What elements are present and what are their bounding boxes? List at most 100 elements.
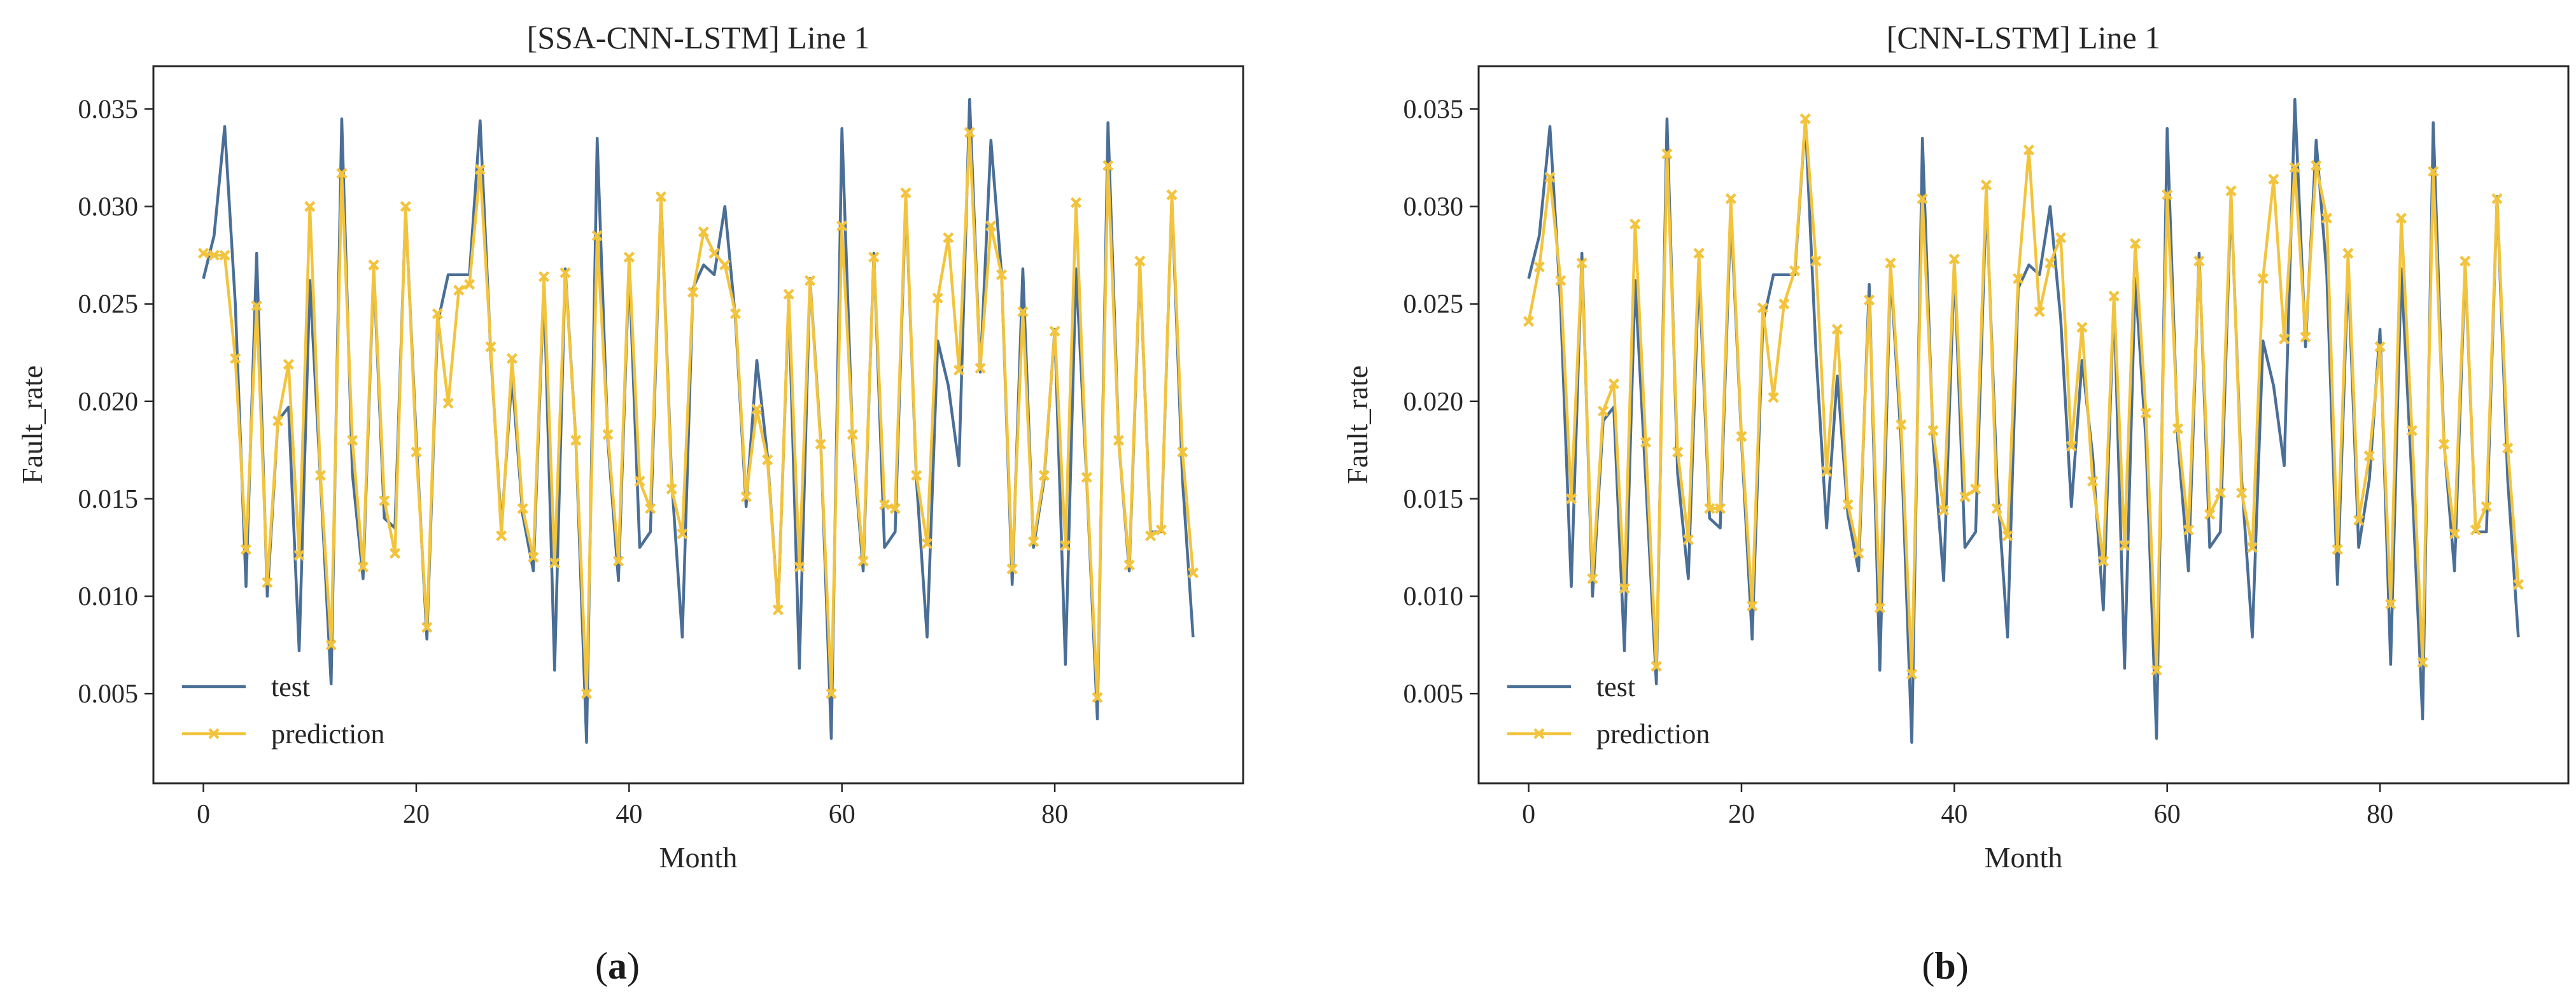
- y-tick-label: 0.030: [1404, 193, 1464, 222]
- data-point-prediction: [687, 286, 699, 298]
- data-point-prediction: [2140, 407, 2151, 419]
- x-tick-label: 80: [2367, 800, 2393, 829]
- y-tick-label: 0.035: [1404, 95, 1464, 124]
- data-point-prediction: [783, 288, 794, 300]
- data-point-prediction: [1896, 419, 1907, 431]
- x-tick-label: 0: [197, 800, 210, 829]
- data-point-prediction: [1587, 573, 1598, 585]
- data-point-prediction: [2406, 425, 2418, 437]
- data-point-prediction: [2055, 232, 2067, 244]
- data-point-prediction: [1619, 583, 1630, 594]
- data-point-prediction: [1725, 193, 1736, 204]
- data-point-prediction: [2385, 598, 2397, 610]
- data-point-prediction: [2374, 341, 2386, 353]
- data-point-prediction: [1187, 567, 1199, 578]
- data-point-prediction: [911, 470, 922, 481]
- data-point-prediction: [836, 220, 848, 232]
- y-tick-label: 0.005: [1404, 680, 1464, 709]
- data-point-prediction: [1799, 113, 1811, 125]
- x-tick-label: 40: [616, 800, 642, 829]
- data-point-prediction: [1092, 692, 1103, 703]
- data-point-prediction: [2289, 162, 2300, 173]
- legend-label-prediction: prediction: [271, 718, 384, 750]
- data-point-prediction: [2481, 501, 2492, 512]
- data-point-prediction: [815, 438, 826, 450]
- chart-b: [CNN-LSTM] Line 1 0.005 0.010 0.015 0.020 0.0…: [1341, 20, 2570, 987]
- data-point-prediction: [1166, 189, 1178, 200]
- data-point-prediction: [1863, 294, 1875, 306]
- data-point-prediction: [1831, 323, 1843, 335]
- data-point-prediction: [1144, 530, 1157, 541]
- y-axis-label: Fault_rate: [1341, 365, 1374, 484]
- data-point-prediction: [889, 503, 901, 514]
- chart-a: [SSA-CNN-LSTM] Line 1 0.005 0.010 0.015 0.02…: [16, 20, 1244, 987]
- x-tick-label: 60: [2154, 800, 2181, 829]
- data-point-prediction: [719, 259, 731, 270]
- data-point-prediction: [847, 429, 859, 440]
- y-tick-label: 0.010: [78, 582, 139, 611]
- data-point-prediction: [1070, 197, 1082, 208]
- chart-title: [SSA-CNN-LSTM] Line 1: [527, 20, 870, 55]
- data-point-prediction: [208, 249, 220, 261]
- data-point-prediction: [943, 232, 954, 244]
- data-point-prediction: [2034, 306, 2045, 318]
- data-point-prediction: [1970, 483, 1981, 495]
- data-point-prediction: [2257, 273, 2269, 284]
- data-point-prediction: [1598, 405, 1609, 417]
- data-point-prediction: [1113, 435, 1124, 446]
- data-point-prediction: [549, 557, 560, 569]
- data-point-prediction: [826, 688, 837, 699]
- data-point-prediction: [2417, 657, 2428, 668]
- data-point-prediction: [1821, 466, 1833, 477]
- data-point-prediction: [964, 127, 975, 138]
- data-point-prediction: [708, 248, 720, 259]
- data-point-prediction: [442, 398, 454, 409]
- data-point-prediction: [1028, 536, 1039, 547]
- data-point-prediction: [1661, 148, 1673, 160]
- panel-label: (b): [1922, 945, 1968, 987]
- series-line-prediction: [203, 130, 1195, 699]
- data-point-prediction: [2108, 290, 2120, 302]
- data-point-prediction: [1991, 503, 2002, 514]
- data-point-prediction: [453, 284, 465, 296]
- data-point-prediction: [581, 688, 593, 699]
- data-point-prediction: [751, 403, 763, 415]
- data-point-prediction: [2193, 255, 2205, 267]
- data-point-prediction: [2076, 321, 2088, 333]
- data-point-prediction: [900, 187, 911, 199]
- data-point-prediction: [2470, 524, 2482, 536]
- data-point-prediction: [2268, 174, 2279, 185]
- y-tick-label: 0.025: [1404, 290, 1464, 319]
- data-point-prediction: [230, 353, 241, 364]
- data-point-prediction: [1006, 563, 1018, 575]
- y-tick-label: 0.030: [78, 193, 139, 222]
- y-tick-label: 0.035: [78, 95, 139, 124]
- plot-frame: [152, 65, 1244, 785]
- data-point-prediction: [357, 561, 369, 573]
- data-point-prediction: [432, 308, 443, 319]
- legend-label-test: test: [1596, 671, 1635, 702]
- data-point-prediction: [474, 164, 486, 175]
- data-point-prediction: [528, 552, 539, 563]
- data-point-prediction: [251, 300, 262, 312]
- data-point-prediction: [496, 530, 507, 541]
- data-point-prediction: [868, 251, 880, 263]
- data-point-prediction: [804, 275, 816, 286]
- data-point-prediction: [591, 230, 603, 242]
- data-point-prediction: [985, 220, 997, 232]
- data-point-prediction: [954, 365, 965, 376]
- data-point-prediction: [740, 491, 752, 503]
- x-tick-label: 60: [829, 800, 855, 829]
- data-point-prediction: [1102, 160, 1114, 171]
- y-tick-label: 0.020: [1404, 388, 1464, 417]
- data-point-prediction: [2332, 543, 2343, 555]
- data-point-prediction: [2300, 332, 2311, 343]
- data-point-prediction: [645, 503, 656, 514]
- data-point-prediction: [1757, 302, 1768, 314]
- data-point-prediction: [2225, 185, 2237, 197]
- data-point-prediction: [1049, 325, 1060, 337]
- data-point-prediction: [2353, 514, 2365, 526]
- x-tick-label: 20: [1728, 800, 1755, 829]
- data-point-prediction: [1672, 446, 1684, 458]
